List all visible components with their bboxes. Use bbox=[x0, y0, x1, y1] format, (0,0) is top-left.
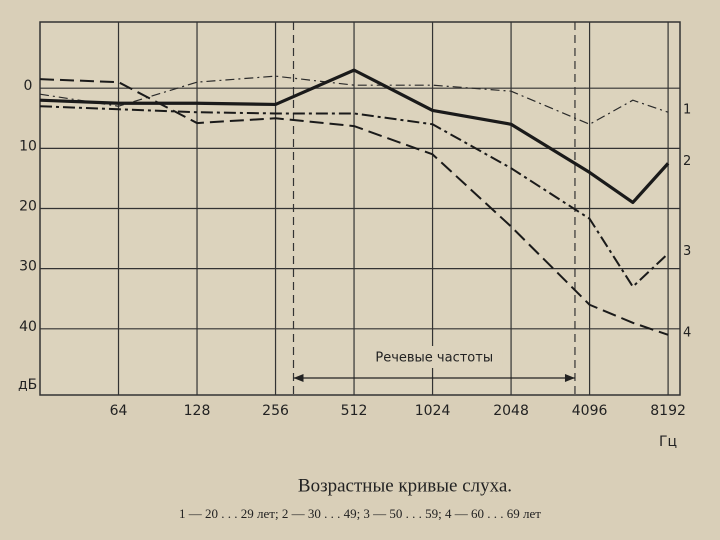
arrow-head bbox=[564, 374, 575, 382]
series-label: 3 bbox=[683, 244, 691, 259]
annotation-box bbox=[366, 346, 503, 368]
x-tick-label: 8192 bbox=[650, 403, 686, 419]
series-line bbox=[39, 105, 669, 288]
y-tick-label: 10 bbox=[19, 138, 37, 154]
y-tick-label: 30 bbox=[19, 259, 37, 275]
y-tick-label: 20 bbox=[19, 199, 37, 215]
y-tick-label: 40 bbox=[19, 319, 37, 335]
annotation-text: Речевые частоты bbox=[375, 351, 493, 366]
x-tick-label: 4096 bbox=[572, 403, 608, 419]
series-label: 2 bbox=[683, 154, 691, 169]
y-tick-label: 0 bbox=[24, 78, 33, 94]
x-tick-label: 64 bbox=[110, 403, 128, 419]
series-label: 1 bbox=[683, 103, 691, 118]
y-axis-label: дБ bbox=[18, 377, 37, 393]
x-tick-label: 2048 bbox=[493, 403, 529, 419]
x-tick-label: 1024 bbox=[415, 403, 451, 419]
x-tick-label: 512 bbox=[341, 403, 368, 419]
arrow-head bbox=[293, 374, 304, 382]
x-tick-label: 128 bbox=[184, 403, 211, 419]
x-axis-label: Гц bbox=[659, 434, 677, 450]
series-line bbox=[39, 78, 669, 336]
x-tick-label: 256 bbox=[262, 403, 289, 419]
chart-title: Возрастные кривые слуха. bbox=[298, 475, 512, 496]
caption: 1 — 20 . . . 29 лет; 2 — 30 . . . 49; 3 … bbox=[179, 506, 541, 521]
series-line bbox=[39, 75, 669, 125]
series-label: 4 bbox=[683, 325, 691, 340]
